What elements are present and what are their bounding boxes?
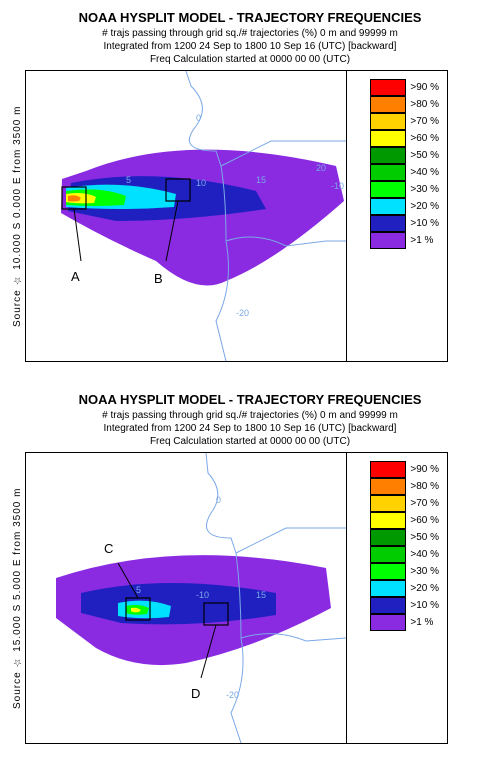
main-title: NOAA HYSPLIT MODEL - TRAJECTORY FREQUENC… <box>10 10 490 27</box>
grid-label: 0 <box>196 113 201 123</box>
subtitle-3: Freq Calculation started at 0000 00 00 (… <box>10 435 490 448</box>
colorbar-row: >10 % <box>370 215 439 232</box>
colorbar-swatch <box>370 130 406 147</box>
grid-label: 5 <box>136 585 141 595</box>
colorbar-row: >50 % <box>370 529 439 546</box>
subtitle-1: # trajs passing through grid sq./# traje… <box>10 27 490 40</box>
colorbar-row: >50 % <box>370 147 439 164</box>
map-svg-bottom: 0 5 -10 15 -20 C D <box>26 453 346 743</box>
colorbar-label: >30 % <box>410 566 439 577</box>
subtitle-2: Integrated from 1200 24 Sep to 1800 10 S… <box>10 40 490 53</box>
colorbar-swatch <box>370 563 406 580</box>
main-title: NOAA HYSPLIT MODEL - TRAJECTORY FREQUENC… <box>10 392 490 409</box>
colorbar-row: >10 % <box>370 597 439 614</box>
grid-label: -20 <box>226 690 239 700</box>
colorbar-label: >10 % <box>410 218 439 229</box>
colorbar-row: >70 % <box>370 495 439 512</box>
colorbar-swatch <box>370 215 406 232</box>
colorbar-label: >40 % <box>410 167 439 178</box>
colorbar-label: >80 % <box>410 99 439 110</box>
colorbar-frame-bottom: >90 % >80 % >70 % >60 % >50 % >40 % >30 % >20 %… <box>347 452 448 744</box>
colorbar-label: >1 % <box>410 235 433 246</box>
colorbar-row: >20 % <box>370 198 439 215</box>
colorbar-label: >30 % <box>410 184 439 195</box>
subtitle-2: Integrated from 1200 24 Sep to 1800 10 S… <box>10 422 490 435</box>
trajectory-frequency-panel-bottom: NOAA HYSPLIT MODEL - TRAJECTORY FREQUENC… <box>10 392 490 744</box>
marker-label-C: C <box>104 541 113 556</box>
colorbar-bottom: >90 % >80 % >70 % >60 % >50 % >40 % >30 % >20 %… <box>370 461 439 631</box>
colorbar-swatch <box>370 478 406 495</box>
colorbar-row: >30 % <box>370 563 439 580</box>
marker-label-D: D <box>191 686 200 701</box>
y-axis-label-bottom: Source ☆ 15.000 S 5.000 E from 3500 m <box>10 452 25 744</box>
colorbar-swatch <box>370 580 406 597</box>
grid-label: 15 <box>256 590 266 600</box>
colorbar-row: >20 % <box>370 580 439 597</box>
grid-label: 5 <box>126 175 131 185</box>
map-plot-bottom: 0 5 -10 15 -20 C D <box>25 452 347 744</box>
map-svg-top: 0 5 10 15 -10 20 -20 A B <box>26 71 346 361</box>
colorbar-label: >80 % <box>410 481 439 492</box>
colorbar-swatch <box>370 96 406 113</box>
colorbar-label: >20 % <box>410 201 439 212</box>
grid-label: -10 <box>196 590 209 600</box>
colorbar-label: >90 % <box>410 82 439 93</box>
colorbar-row: >1 % <box>370 614 439 631</box>
y-axis-label-top: Source ☆ 10.000 S 0.000 E from 3500 m <box>10 70 25 362</box>
colorbar-swatch <box>370 147 406 164</box>
colorbar-label: >50 % <box>410 532 439 543</box>
grid-label: 10 <box>196 178 206 188</box>
grid-label: 15 <box>256 175 266 185</box>
colorbar-swatch <box>370 495 406 512</box>
colorbar-row: >60 % <box>370 512 439 529</box>
colorbar-swatch <box>370 181 406 198</box>
map-plot-top: 0 5 10 15 -10 20 -20 A B <box>25 70 347 362</box>
trajectory-frequency-panel-top: NOAA HYSPLIT MODEL - TRAJECTORY FREQUENC… <box>10 10 490 362</box>
colorbar-label: >60 % <box>410 515 439 526</box>
grid-label: 20 <box>316 163 326 173</box>
colorbar-row: >80 % <box>370 96 439 113</box>
colorbar-swatch <box>370 461 406 478</box>
colorbar-row: >60 % <box>370 130 439 147</box>
marker-label-B: B <box>154 271 163 286</box>
colorbar-swatch <box>370 113 406 130</box>
colorbar-label: >70 % <box>410 498 439 509</box>
colorbar-swatch <box>370 529 406 546</box>
colorbar-label: >70 % <box>410 116 439 127</box>
colorbar-swatch <box>370 232 406 249</box>
colorbar-swatch <box>370 198 406 215</box>
grid-label: 0 <box>216 495 221 505</box>
colorbar-row: >40 % <box>370 546 439 563</box>
grid-label: -10 <box>331 181 344 191</box>
colorbar-label: >40 % <box>410 549 439 560</box>
colorbar-swatch <box>370 164 406 181</box>
colorbar-swatch <box>370 546 406 563</box>
colorbar-swatch <box>370 614 406 631</box>
colorbar-row: >1 % <box>370 232 439 249</box>
colorbar-label: >1 % <box>410 617 433 628</box>
colorbar-top: >90 % >80 % >70 % >60 % >50 % >40 % >30 % >20 %… <box>370 79 439 249</box>
colorbar-label: >50 % <box>410 150 439 161</box>
colorbar-swatch <box>370 597 406 614</box>
panel-header: NOAA HYSPLIT MODEL - TRAJECTORY FREQUENC… <box>10 392 490 448</box>
colorbar-label: >90 % <box>410 464 439 475</box>
grid-label: -20 <box>236 308 249 318</box>
colorbar-row: >90 % <box>370 461 439 478</box>
colorbar-label: >20 % <box>410 583 439 594</box>
panel-header: NOAA HYSPLIT MODEL - TRAJECTORY FREQUENC… <box>10 10 490 66</box>
colorbar-swatch <box>370 512 406 529</box>
subtitle-3: Freq Calculation started at 0000 00 00 (… <box>10 53 490 66</box>
colorbar-row: >40 % <box>370 164 439 181</box>
colorbar-label: >60 % <box>410 133 439 144</box>
colorbar-row: >30 % <box>370 181 439 198</box>
plume-band <box>81 583 276 624</box>
colorbar-row: >90 % <box>370 79 439 96</box>
colorbar-frame-top: >90 % >80 % >70 % >60 % >50 % >40 % >30 % >20 %… <box>347 70 448 362</box>
colorbar-label: >10 % <box>410 600 439 611</box>
colorbar-swatch <box>370 79 406 96</box>
marker-label-A: A <box>71 269 80 284</box>
colorbar-row: >80 % <box>370 478 439 495</box>
colorbar-row: >70 % <box>370 113 439 130</box>
subtitle-1: # trajs passing through grid sq./# traje… <box>10 409 490 422</box>
